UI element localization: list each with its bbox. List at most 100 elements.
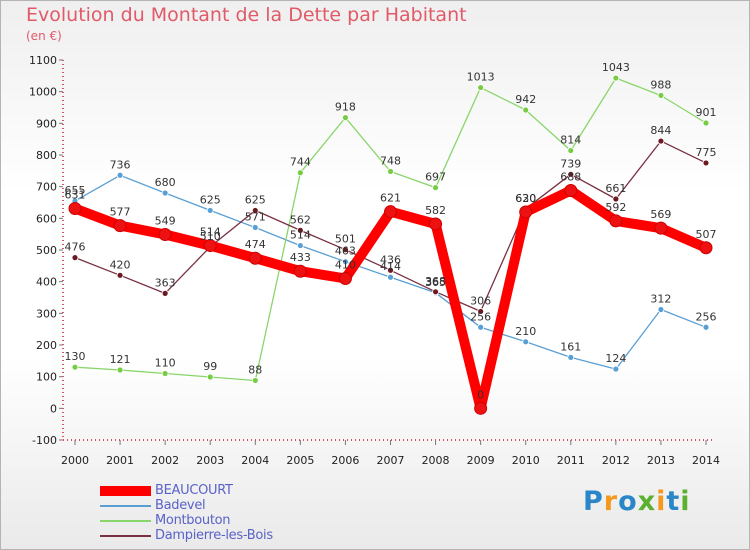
- data-label-dampierre-les-bois: 510: [200, 230, 221, 243]
- y-tick-label: -100: [32, 434, 57, 447]
- data-label-badevel: 365: [425, 276, 446, 289]
- data-label-beaucourt: 549: [155, 214, 176, 227]
- point-dampierre-les-bois: [432, 288, 439, 296]
- point-montbouton: [612, 74, 620, 82]
- x-tick-label: 2004: [241, 454, 269, 467]
- point-badevel: [657, 306, 665, 313]
- data-label-dampierre-les-bois: 630: [515, 192, 536, 205]
- point-dampierre-les-bois: [342, 246, 349, 254]
- data-label-badevel: 736: [110, 158, 131, 171]
- y-tick-label: 400: [36, 276, 57, 289]
- data-label-dampierre-les-bois: 562: [290, 213, 311, 226]
- y-tick-label: 800: [36, 149, 57, 162]
- data-label-montbouton: 748: [380, 154, 401, 167]
- data-label-dampierre-les-bois: 501: [335, 233, 356, 246]
- series-line-montbouton: [74, 77, 707, 382]
- data-label-badevel: 514: [290, 229, 311, 242]
- data-label-dampierre-les-bois: 844: [650, 124, 671, 137]
- y-tick-label: 100: [36, 371, 57, 384]
- point-beaucourt: [248, 251, 262, 265]
- x-tick-label: 2008: [422, 454, 450, 467]
- point-beaucourt: [429, 217, 443, 231]
- point-montbouton: [71, 363, 79, 371]
- data-label-dampierre-les-bois: 436: [380, 253, 401, 266]
- point-beaucourt: [564, 183, 578, 197]
- y-unit-label: (en €): [26, 29, 62, 43]
- data-label-badevel: 312: [650, 293, 671, 306]
- data-label-beaucourt: 688: [560, 170, 581, 183]
- data-label-dampierre-les-bois: 368: [425, 275, 446, 288]
- point-badevel: [612, 365, 620, 373]
- y-tick-label: 700: [36, 181, 57, 194]
- data-label-beaucourt: 0: [477, 388, 484, 401]
- legend-label-badevel: Badevel: [155, 498, 206, 513]
- point-badevel: [567, 353, 575, 361]
- point-badevel: [387, 273, 394, 281]
- point-dampierre-les-bois: [161, 289, 169, 297]
- data-label-badevel: 571: [245, 211, 266, 224]
- data-label-dampierre-les-bois: 739: [560, 157, 581, 170]
- point-montbouton: [206, 373, 214, 381]
- data-label-montbouton: 130: [65, 350, 86, 363]
- data-label-beaucourt: 569: [650, 208, 671, 221]
- y-tick-label: 1100: [29, 54, 57, 67]
- legend-swatch-dampierre: [100, 534, 151, 537]
- data-label-montbouton: 121: [110, 353, 131, 366]
- x-tick-label: 2011: [557, 454, 585, 467]
- x-tick-label: 2000: [61, 454, 89, 467]
- point-beaucourt: [654, 221, 668, 235]
- legend-swatch-montbouton: [100, 519, 151, 522]
- point-dampierre-les-bois: [702, 159, 710, 167]
- point-badevel: [251, 224, 259, 231]
- point-badevel: [206, 207, 214, 214]
- point-montbouton: [161, 370, 169, 377]
- data-label-montbouton: 814: [560, 134, 581, 147]
- data-label-beaucourt: 577: [110, 206, 131, 219]
- point-beaucourt: [68, 202, 82, 216]
- legend-label-montbouton: Montbouton: [155, 513, 231, 528]
- point-montbouton: [116, 366, 124, 374]
- data-label-badevel: 161: [560, 340, 581, 353]
- data-label-montbouton: 697: [425, 171, 446, 184]
- point-dampierre-les-bois: [387, 266, 394, 274]
- y-tick-label: 500: [36, 244, 57, 257]
- data-label-badevel: 680: [155, 176, 176, 189]
- data-label-dampierre-les-bois: 625: [245, 193, 266, 206]
- point-dampierre-les-bois: [567, 170, 575, 178]
- data-label-badevel: 256: [696, 310, 717, 323]
- data-label-badevel: 463: [335, 245, 356, 258]
- y-tick-label: 0: [50, 402, 57, 415]
- data-label-dampierre-les-bois: 306: [470, 294, 491, 307]
- point-badevel: [296, 242, 304, 249]
- point-dampierre-les-bois: [251, 207, 259, 214]
- data-label-badevel: 210: [515, 325, 536, 338]
- data-label-montbouton: 942: [515, 93, 536, 106]
- point-montbouton: [477, 84, 485, 91]
- chart-title: Evolution du Montant de la Dette par Hab…: [26, 4, 467, 26]
- point-montbouton: [567, 147, 575, 154]
- data-label-montbouton: 988: [650, 78, 671, 91]
- x-tick-label: 2002: [151, 454, 179, 467]
- x-tick-label: 2013: [647, 454, 675, 467]
- y-tick-label: 600: [36, 212, 57, 225]
- data-label-dampierre-les-bois: 420: [110, 258, 131, 271]
- x-tick-label: 2006: [331, 454, 359, 467]
- data-label-badevel: 625: [200, 193, 221, 206]
- data-label-dampierre-les-bois: 476: [65, 241, 86, 254]
- point-dampierre-les-bois: [71, 254, 79, 262]
- data-label-beaucourt: 621: [380, 192, 401, 205]
- data-label-montbouton: 1013: [467, 71, 495, 84]
- data-label-beaucourt: 474: [245, 238, 266, 251]
- data-label-montbouton: 110: [155, 357, 176, 370]
- data-label-montbouton: 744: [290, 156, 311, 169]
- data-label-montbouton: 918: [335, 101, 356, 114]
- y-tick-label: 300: [36, 307, 57, 320]
- point-dampierre-les-bois: [657, 137, 665, 145]
- data-label-montbouton: 1043: [602, 61, 630, 74]
- data-label-beaucourt: 507: [696, 228, 717, 241]
- point-beaucourt: [113, 219, 127, 233]
- point-beaucourt: [203, 239, 217, 253]
- point-badevel: [522, 338, 530, 346]
